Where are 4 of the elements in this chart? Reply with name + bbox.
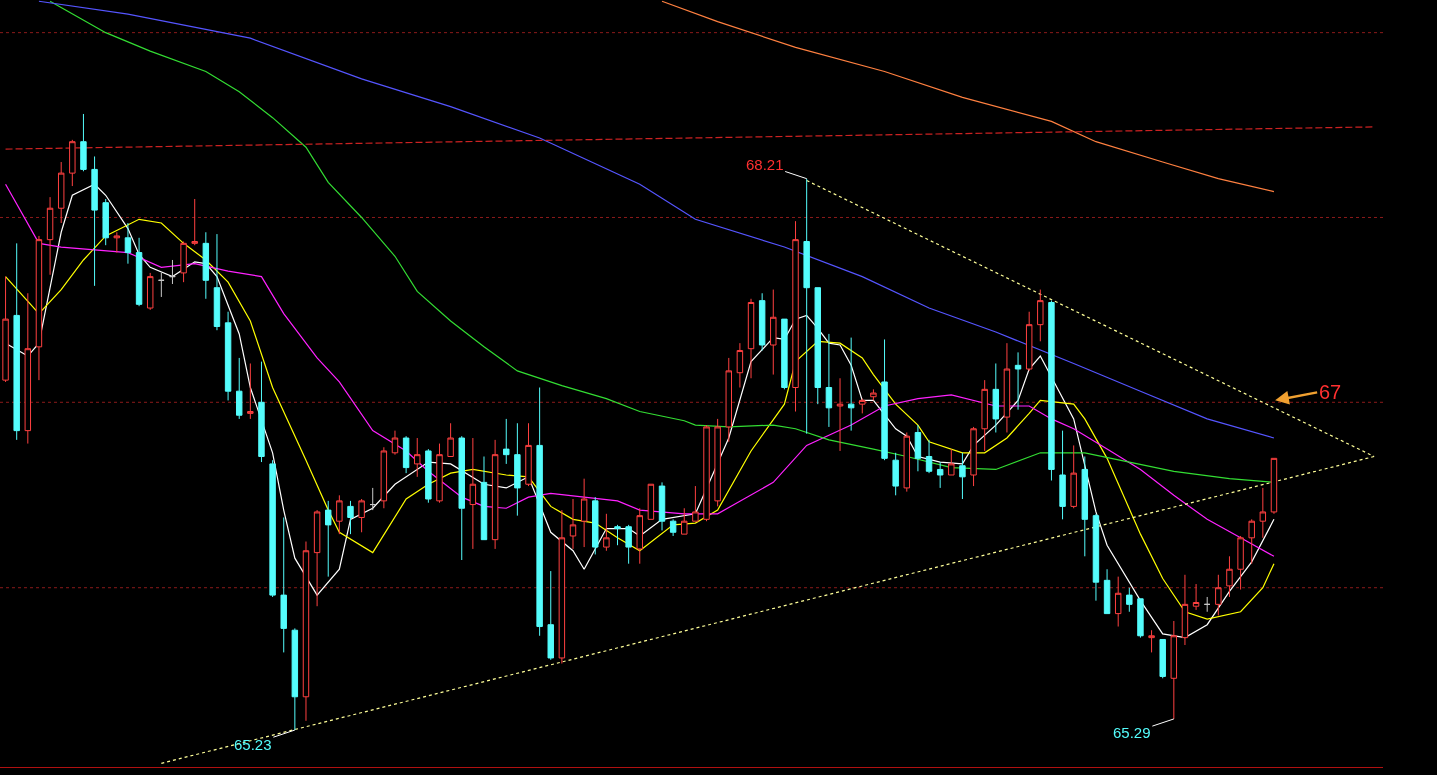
text: 65.29 xyxy=(1113,724,1151,741)
annotation: 67 xyxy=(1319,381,1342,403)
text: 68.21 xyxy=(746,156,784,173)
text: 65.23 xyxy=(234,736,272,753)
